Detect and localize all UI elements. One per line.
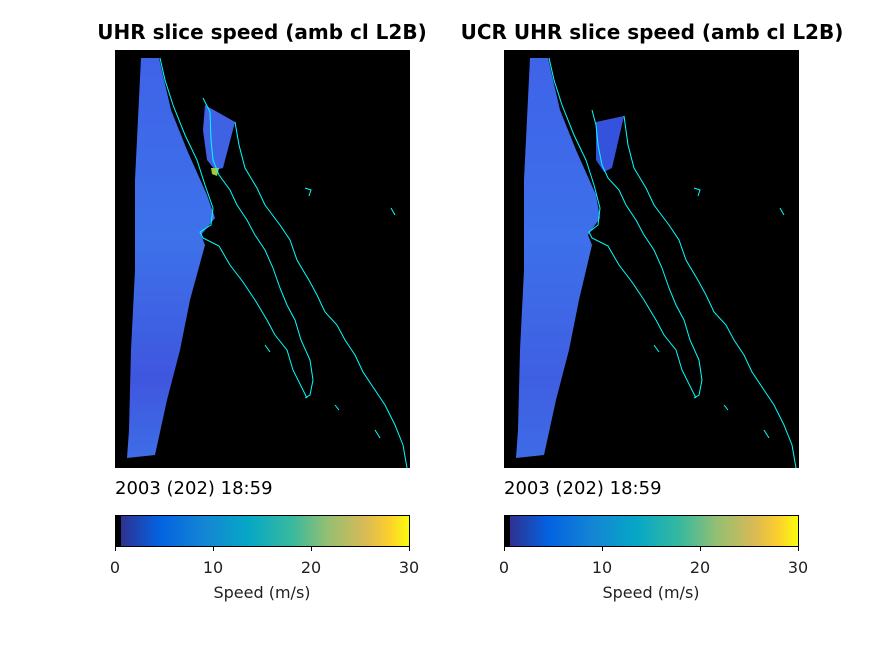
right-coastline-baja-west: [548, 57, 697, 399]
left-tick-10: [213, 547, 214, 551]
left-tick-label-30: 30: [398, 558, 420, 577]
left-tick-label-20: 20: [300, 558, 322, 577]
left-swath-gulf: [203, 105, 235, 170]
right-tick-label-10: 10: [591, 558, 613, 577]
right-speed-map: [504, 50, 799, 468]
left-colorbar: [115, 515, 410, 547]
left-colorbar-label: Speed (m/s): [213, 583, 311, 602]
right-colorbar-label: Speed (m/s): [602, 583, 700, 602]
right-tick-label-30: 30: [787, 558, 809, 577]
right-tick-10: [602, 547, 603, 551]
left-timestamp: 2003 (202) 18:59: [115, 478, 273, 499]
left-tick-20: [311, 547, 312, 551]
left-coastline-mainland: [234, 121, 408, 468]
right-swath-main: [516, 58, 600, 458]
left-coastline-islands: [264, 187, 396, 439]
right-map-svg: [516, 57, 797, 468]
right-timestamp: 2003 (202) 18:59: [504, 478, 662, 499]
left-tick-label-10: 10: [202, 558, 224, 577]
left-colorbar-gradient: [116, 516, 409, 546]
right-title: UCR UHR slice speed (amb cl L2B): [460, 20, 844, 44]
left-tick-label-0: 0: [109, 558, 121, 577]
left-coastline-baja-east: [202, 97, 314, 399]
right-tick-label-0: 0: [498, 558, 510, 577]
left-swath-main: [127, 58, 215, 458]
right-coastline-islands: [653, 187, 785, 439]
right-panel: UCR UHR slice speed (amb cl L2B) 2003 (2…: [442, 0, 884, 663]
left-panel: UHR slice speed (amb cl L2B) 2003 (202) …: [97, 20, 427, 602]
left-coastline-baja-west: [159, 57, 308, 399]
right-colorbar: [504, 515, 799, 547]
left-map-svg: [127, 57, 408, 468]
left-tick-30: [409, 547, 410, 551]
left-tick-0: [115, 547, 116, 551]
right-tick-30: [798, 547, 799, 551]
right-swath-gulf: [596, 116, 624, 172]
left-speed-map: [115, 50, 410, 468]
right-coastline-baja-east: [591, 109, 703, 399]
right-coastline-mainland: [623, 115, 797, 468]
right-tick-label-20: 20: [689, 558, 711, 577]
left-title: UHR slice speed (amb cl L2B): [97, 20, 427, 44]
right-colorbar-gradient: [505, 516, 798, 546]
right-tick-0: [504, 547, 505, 551]
right-tick-20: [700, 547, 701, 551]
